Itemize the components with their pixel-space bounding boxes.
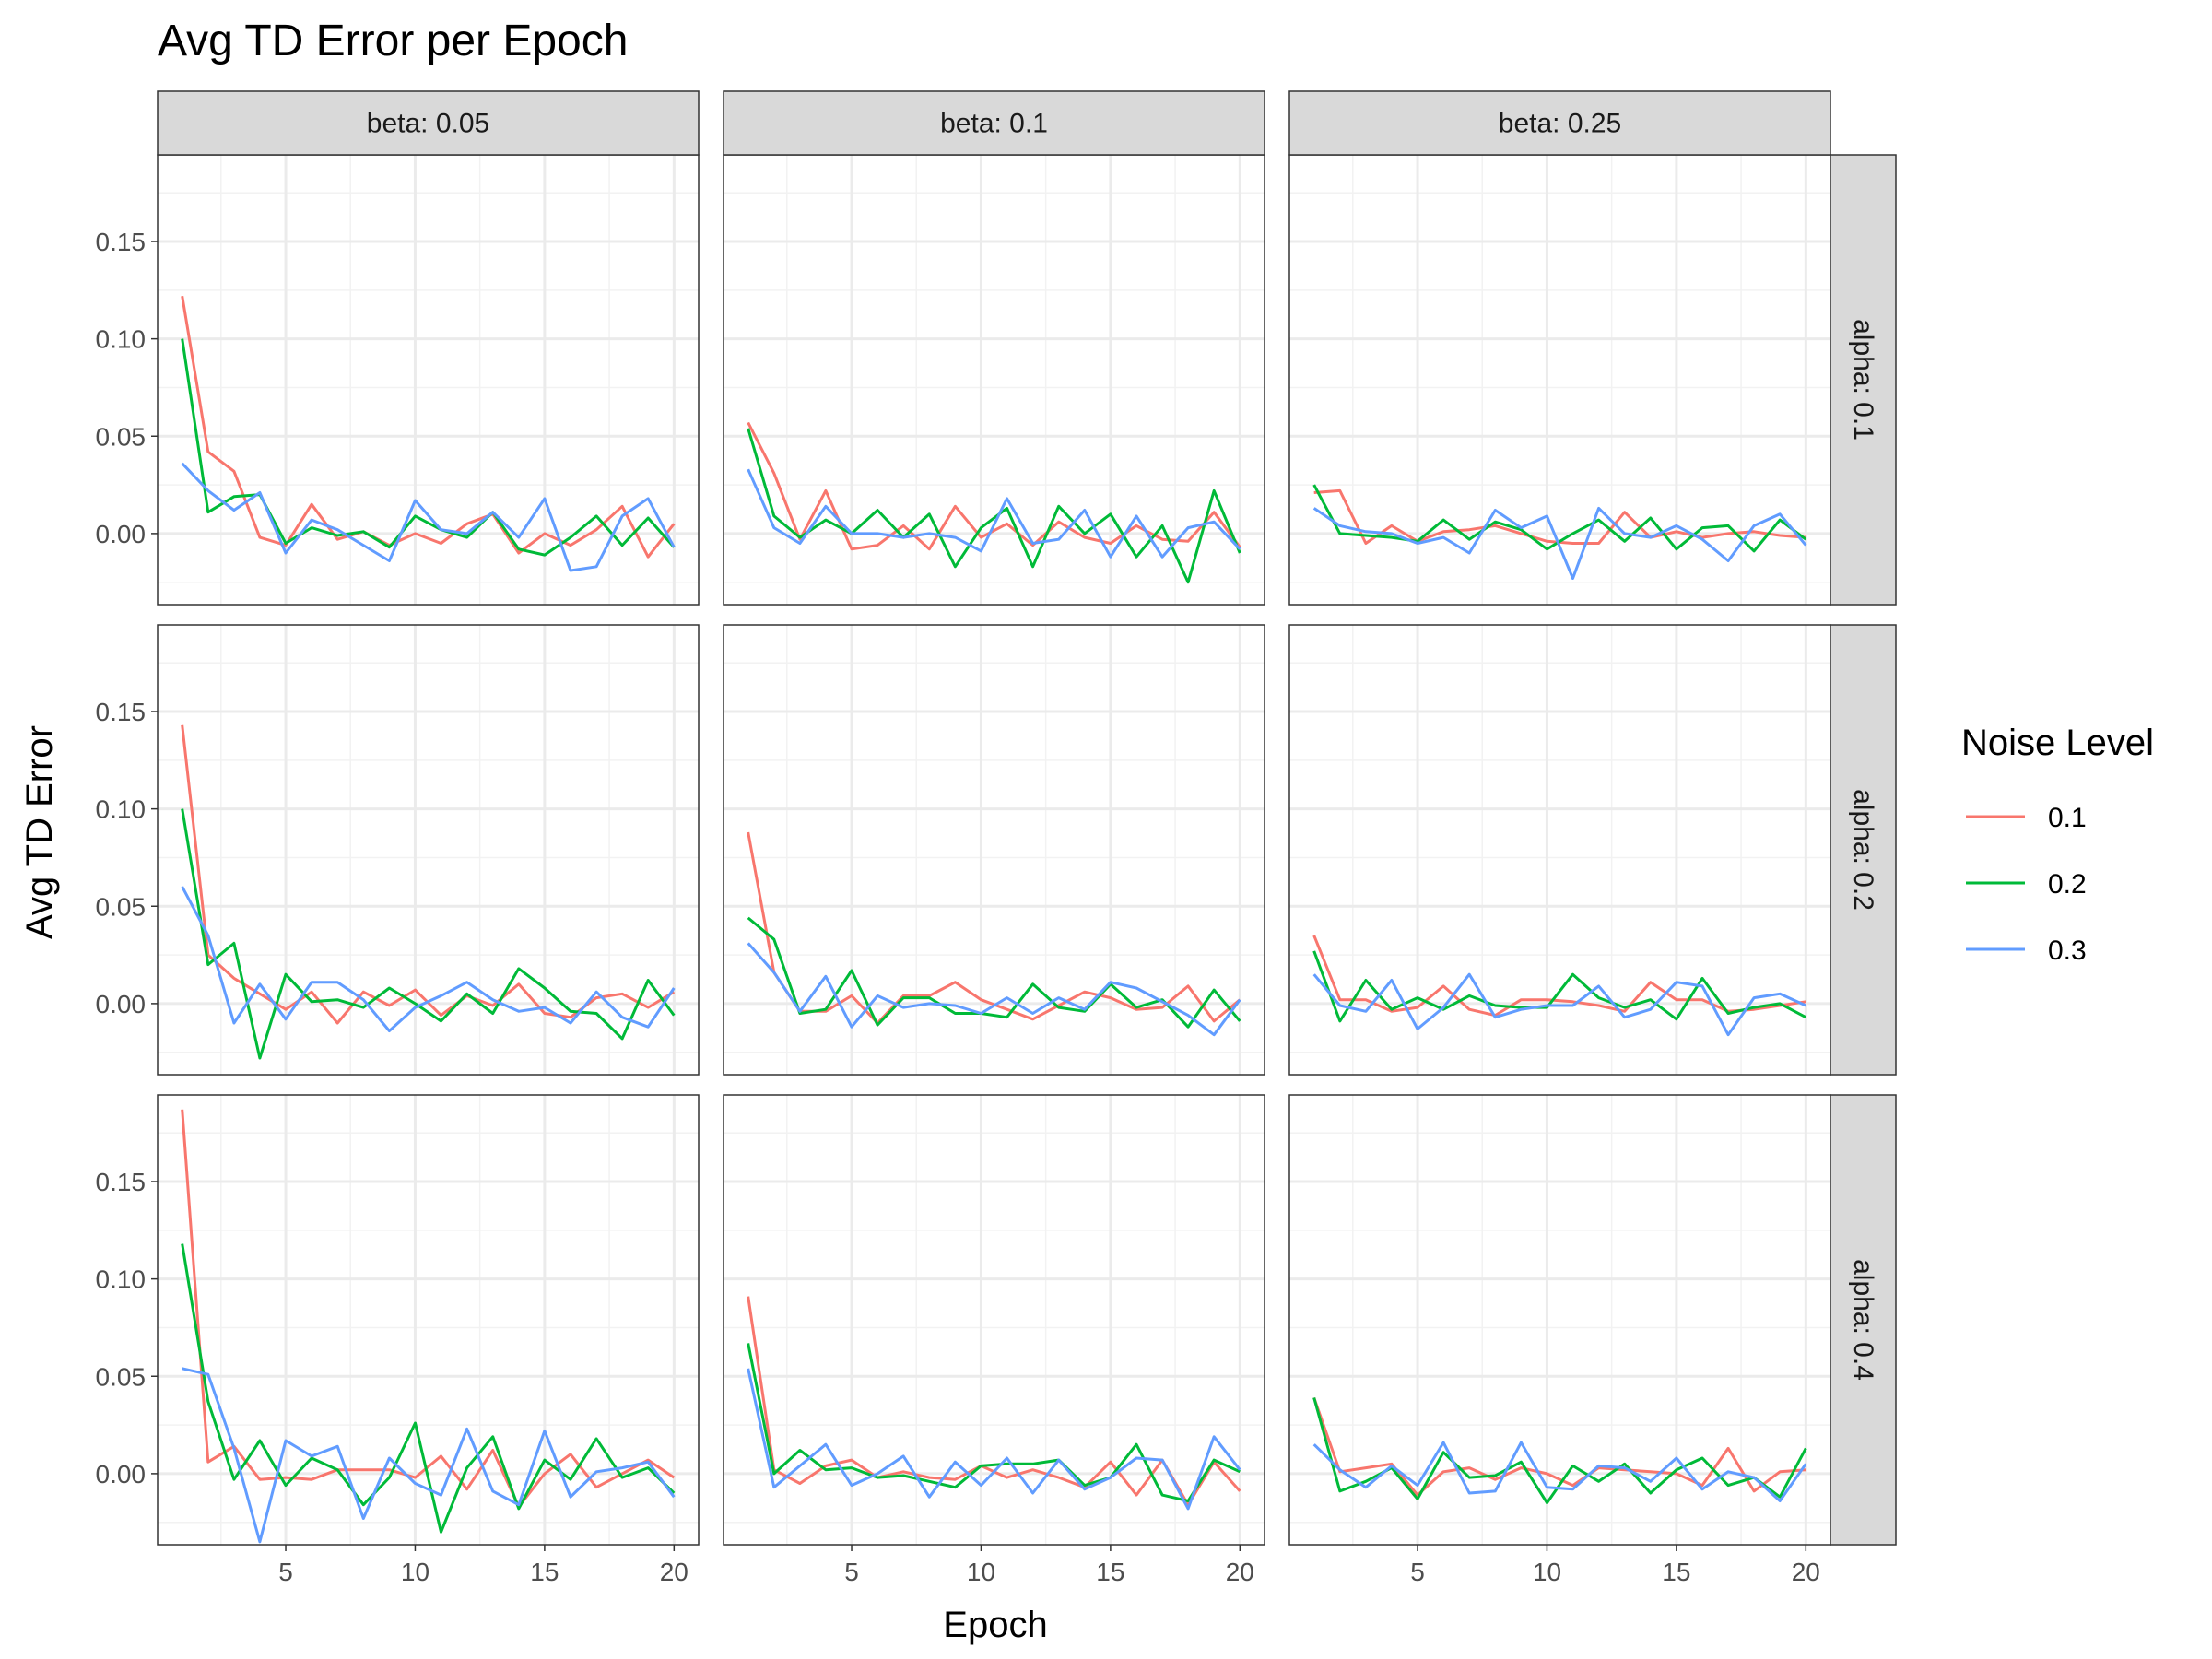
x-tick-label: 20 xyxy=(1792,1558,1820,1586)
x-tick-label: 20 xyxy=(660,1558,688,1586)
y-tick-label: 0.15 xyxy=(96,1168,147,1196)
series-line-noise-0.2 xyxy=(1312,950,1806,1023)
y-tick-label: 0.15 xyxy=(96,698,147,726)
strip-background xyxy=(723,90,1265,156)
y-tick-label: 0.00 xyxy=(96,1460,147,1488)
panel-background xyxy=(1289,155,1830,605)
series-line-noise-0.2 xyxy=(181,808,676,1060)
series-line-noise-0.3 xyxy=(1312,506,1807,580)
panel-border xyxy=(723,1094,1265,1546)
legend-label: 0.1 xyxy=(2048,803,2087,833)
row-strip-label: alpha: 0.4 xyxy=(1848,1259,1878,1381)
series-line-noise-0.1 xyxy=(181,295,676,559)
series-line-noise-0.2 xyxy=(1312,484,1807,553)
y-tick-label: 0.00 xyxy=(96,520,147,548)
series-line-noise-0.3 xyxy=(747,942,1241,1037)
series-line-noise-0.1 xyxy=(747,421,1241,551)
x-tick-label: 5 xyxy=(278,1558,293,1586)
series-line-noise-0.3 xyxy=(747,468,1241,559)
y-tick-label: 0.00 xyxy=(96,990,147,1018)
strip-background xyxy=(1830,1094,1897,1546)
legend-item-noise-0.2: 0.2 xyxy=(1966,869,2087,900)
column-strip-2: beta: 0.1 xyxy=(723,90,1265,156)
legend-label: 0.2 xyxy=(2048,869,2087,900)
series-line-noise-0.3 xyxy=(1312,972,1806,1037)
panel-r1-c1: 0.00 0.05 0.10 0.15 xyxy=(96,154,700,606)
series-line-noise-0.2 xyxy=(747,428,1241,584)
legend: Noise Level 0.1 0.2 0.3 xyxy=(1961,723,2154,966)
panel-r2-c3 xyxy=(1288,624,1831,1076)
column-strip-label: beta: 0.1 xyxy=(940,109,1048,139)
panel-border xyxy=(157,1094,700,1546)
panel-r3-c2: 5 10 15 20 xyxy=(723,1094,1265,1586)
series-line-noise-0.2 xyxy=(747,1343,1241,1502)
y-tick-label: 0.05 xyxy=(96,422,147,451)
x-tick-label: 10 xyxy=(401,1558,429,1586)
legend-item-noise-0.3: 0.3 xyxy=(1966,935,2087,966)
panel-background xyxy=(724,1095,1265,1545)
row-strip-1: alpha: 0.1 xyxy=(1830,154,1897,606)
y-tick-label: 0.10 xyxy=(96,795,147,824)
y-tick-label: 0.05 xyxy=(96,1362,147,1391)
panel-r2-c2 xyxy=(723,624,1265,1076)
series-line-noise-0.3 xyxy=(182,1367,676,1544)
x-axis-title: Epoch xyxy=(943,1605,1047,1645)
legend-title: Noise Level xyxy=(1961,723,2154,763)
y-tick-label: 0.15 xyxy=(96,228,147,256)
panel-border xyxy=(723,624,1265,1076)
x-tick-label: 5 xyxy=(1410,1558,1425,1586)
x-tick-label: 15 xyxy=(530,1558,559,1586)
series-line-noise-0.3 xyxy=(1312,1441,1807,1502)
panel-r2-c1: 0.00 0.05 0.10 0.15 xyxy=(96,624,700,1076)
series-line-noise-0.1 xyxy=(181,1109,676,1509)
series-line-noise-0.2 xyxy=(181,1243,676,1534)
row-strip-2: alpha: 0.2 xyxy=(1830,624,1897,1076)
series-line-noise-0.3 xyxy=(747,1368,1241,1511)
y-tick-label: 0.10 xyxy=(96,1265,147,1294)
panel-r3-c1: 0.00 0.05 0.10 0.15 5 10 15 20 xyxy=(96,1094,700,1586)
row-strip-3: alpha: 0.4 xyxy=(1830,1094,1897,1546)
panel-border xyxy=(157,624,700,1076)
strip-background xyxy=(1830,624,1897,1076)
x-tick-label: 10 xyxy=(1533,1558,1561,1586)
column-strip-1: beta: 0.05 xyxy=(157,90,700,156)
strip-background xyxy=(157,90,700,156)
series-line-noise-0.2 xyxy=(1312,1397,1807,1505)
column-strip-3: beta: 0.25 xyxy=(1288,90,1831,156)
x-tick-label: 10 xyxy=(967,1558,995,1586)
legend-item-noise-0.1: 0.1 xyxy=(1966,803,2087,833)
series-line-noise-0.3 xyxy=(181,462,676,572)
y-axis-title: Avg TD Error xyxy=(19,725,60,939)
strip-background xyxy=(1288,90,1831,156)
panel-r1-c2 xyxy=(723,154,1265,606)
series-line-noise-0.3 xyxy=(181,886,676,1032)
panel-r1-c3 xyxy=(1288,154,1831,606)
x-tick-label: 15 xyxy=(1096,1558,1124,1586)
chart-title: Avg TD Error per Epoch xyxy=(158,17,628,65)
legend-label: 0.3 xyxy=(2048,935,2087,966)
y-tick-label: 0.05 xyxy=(96,892,147,921)
row-strip-label: alpha: 0.1 xyxy=(1848,319,1878,441)
y-tick-label: 0.10 xyxy=(96,325,147,354)
column-strip-label: beta: 0.05 xyxy=(367,109,489,139)
panel-r3-c3: 5 10 15 20 xyxy=(1288,1094,1831,1586)
series-line-noise-0.2 xyxy=(747,916,1241,1029)
x-tick-label: 5 xyxy=(844,1558,859,1586)
panel-background xyxy=(158,625,699,1075)
strip-background xyxy=(1830,154,1897,606)
row-strip-label: alpha: 0.2 xyxy=(1848,789,1878,911)
column-strip-label: beta: 0.25 xyxy=(1499,109,1621,139)
panels: 0.00 0.05 0.10 0.15 0.00 0.05 0.10 0.15 0.00 0.05… xyxy=(96,90,1897,1586)
x-tick-label: 20 xyxy=(1226,1558,1254,1586)
x-tick-label: 15 xyxy=(1662,1558,1690,1586)
panel-background xyxy=(724,625,1265,1075)
